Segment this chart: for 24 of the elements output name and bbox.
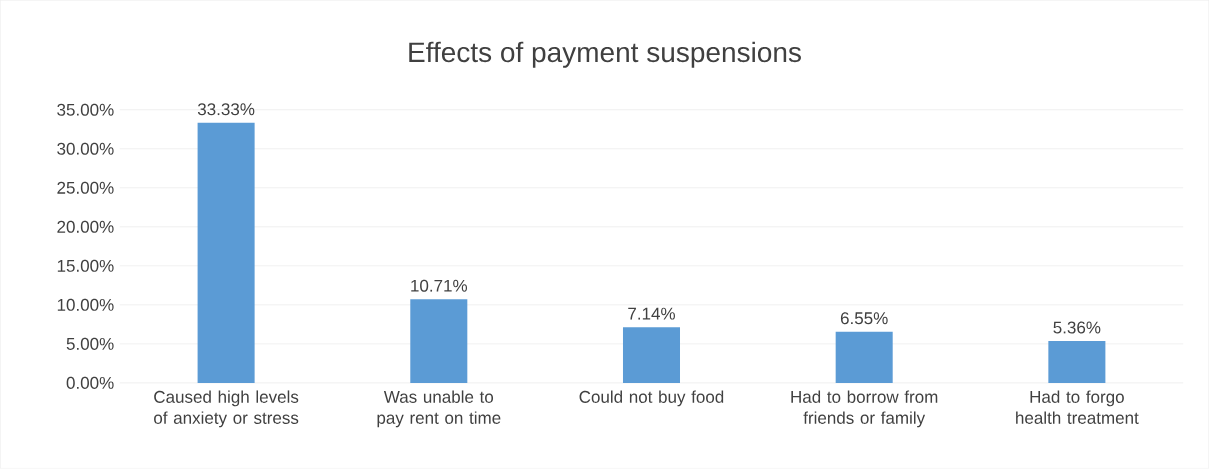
y-tick-label: 5.00% [66, 338, 114, 351]
data-label: 33.33% [197, 103, 255, 116]
x-tick-label: Had to forgo health treatment [1016, 390, 1139, 425]
data-label: 6.55% [840, 312, 888, 325]
bar [622, 327, 681, 384]
y-tick-label: 20.00% [57, 220, 114, 234]
y-tick-label: 15.00% [57, 259, 114, 273]
y-tick-label: 0.00% [66, 377, 114, 390]
bar [410, 299, 468, 384]
x-tick-label: Could not buy food [579, 390, 724, 407]
data-label: 7.14% [628, 307, 675, 320]
data-label: 5.36% [1053, 321, 1101, 334]
chart-title: Effects of payment suspensions [409, 41, 801, 68]
bar [835, 331, 893, 384]
bar [1048, 341, 1106, 384]
data-label: 10.71% [411, 279, 468, 292]
y-tick-label: 25.00% [57, 181, 114, 194]
x-tick-label: Was unable to pay rent on time [377, 390, 501, 428]
y-tick-label: 10.00% [57, 299, 114, 312]
x-tick-label: Caused high levels of anxiety or stress [154, 390, 299, 428]
x-tick-label: Had to borrow from friends or family [791, 390, 938, 428]
bar [197, 122, 255, 384]
y-tick-label: 30.00% [57, 142, 114, 155]
y-tick-label: 35.00% [57, 103, 114, 116]
